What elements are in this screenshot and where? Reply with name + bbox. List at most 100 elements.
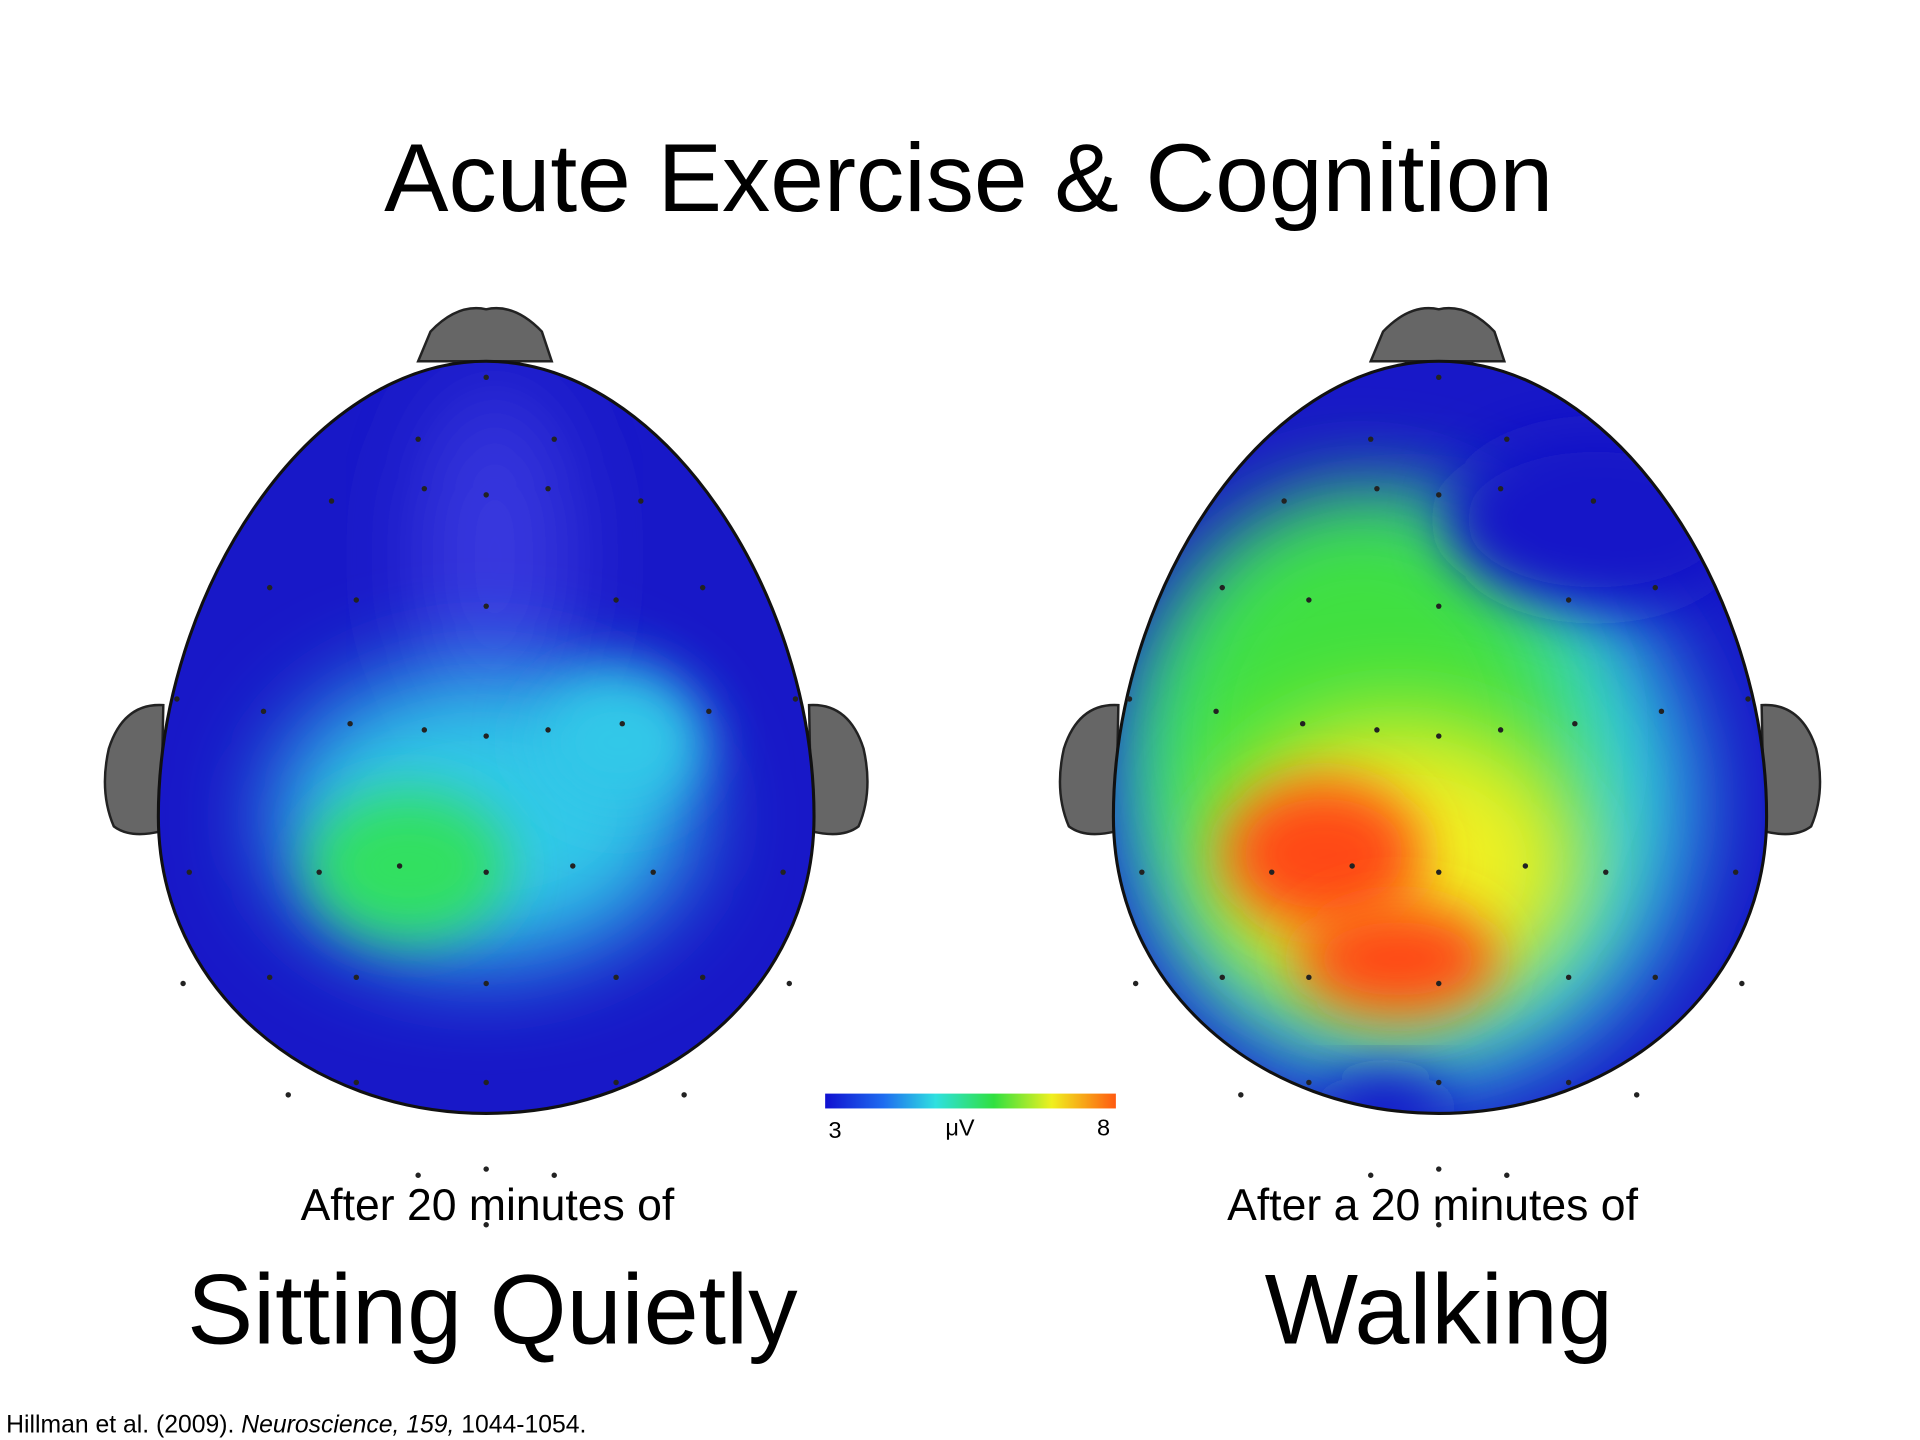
electrode [1306, 597, 1312, 603]
electrode [1497, 727, 1504, 733]
electrode [1306, 974, 1312, 981]
electrode [1436, 869, 1442, 875]
electrode [1436, 374, 1442, 381]
electrode [1349, 863, 1355, 869]
electrode [681, 1092, 687, 1098]
citation-pages: 1044-1054. [461, 1412, 586, 1439]
electrode [266, 974, 273, 981]
electrode [1745, 696, 1751, 702]
electrode [638, 498, 644, 504]
electrode [483, 980, 489, 987]
electrode [174, 696, 180, 702]
electrode [1436, 733, 1442, 739]
electrode [1658, 708, 1665, 715]
electrode [421, 727, 428, 733]
electrode [699, 974, 706, 981]
colorbar-max: 8 [1097, 1115, 1110, 1141]
electrode [1299, 720, 1306, 727]
electrode [1281, 498, 1287, 504]
electrode [1739, 980, 1745, 987]
electrode [421, 485, 428, 492]
electrode [353, 974, 360, 981]
panel-caption: After a 20 minutes of [1227, 1181, 1638, 1230]
electrode [483, 492, 489, 498]
electrode [1436, 1222, 1442, 1228]
electrode [1633, 1092, 1640, 1098]
electrode [570, 863, 576, 869]
electrode [1219, 974, 1225, 981]
electrode [483, 603, 489, 609]
electrode [1522, 863, 1529, 869]
citation-journal: Neuroscience, 159, [241, 1412, 454, 1439]
electrode [650, 869, 656, 875]
electrode [180, 980, 186, 987]
electrode [1436, 603, 1442, 609]
head-map-sitting [103, 307, 869, 1228]
electrode [396, 863, 403, 869]
electrode [316, 869, 322, 875]
electrode [1374, 485, 1380, 492]
electrode [347, 720, 353, 727]
electrode [353, 597, 360, 603]
electrode [1504, 436, 1510, 442]
electrode [551, 436, 557, 442]
electrode [613, 974, 619, 981]
electrode [415, 436, 421, 442]
electrode [1497, 485, 1504, 492]
slide-title: Acute Exercise & Cognition [384, 125, 1553, 232]
electrode [1213, 708, 1219, 715]
electrode [1504, 1172, 1510, 1178]
electrode [415, 1172, 421, 1178]
electrode [483, 869, 489, 875]
electrode [1565, 1079, 1572, 1086]
electrode [1590, 498, 1597, 504]
electrode [1269, 869, 1275, 875]
electrode [1436, 1079, 1442, 1086]
colorbar-unit: μV [945, 1115, 975, 1141]
electrode [619, 720, 625, 727]
electrode [613, 597, 619, 603]
electrode [786, 980, 792, 987]
electrode [699, 584, 706, 591]
electrode [551, 1172, 557, 1178]
electrode [1732, 869, 1739, 875]
electrode [792, 696, 799, 702]
electrode [483, 1166, 489, 1172]
electrode [285, 1092, 291, 1098]
electrode [545, 727, 551, 733]
electrode [780, 869, 786, 875]
electrode [328, 498, 335, 504]
electrode [1436, 980, 1442, 987]
electrode [1126, 696, 1133, 702]
colorbar-min: 3 [829, 1117, 842, 1143]
electrode [1565, 974, 1572, 981]
citation-authors: Hillman et al. (2009). [6, 1412, 234, 1439]
electrode [706, 708, 712, 715]
electrode [1436, 492, 1442, 498]
electrode [483, 1222, 489, 1228]
electrode [266, 584, 273, 591]
electrode [353, 1079, 360, 1086]
electrode [1652, 974, 1658, 981]
electrode [545, 485, 551, 492]
citation: Hillman et al. (2009). Neuroscience, 159… [6, 1412, 586, 1439]
electrode [483, 1079, 489, 1086]
electrode [1139, 869, 1145, 875]
electrode [1368, 436, 1374, 442]
electrode [1132, 980, 1139, 987]
electrode [1368, 1172, 1374, 1178]
electrode [1565, 597, 1572, 603]
electrode [1652, 584, 1658, 591]
electrode [1436, 1166, 1442, 1172]
electrode [1219, 584, 1225, 591]
electrode [1374, 727, 1380, 733]
electrode [483, 733, 489, 739]
electrode [260, 708, 267, 715]
electrode [613, 1079, 619, 1086]
electrode [186, 869, 192, 875]
electrode [483, 374, 489, 381]
panel-condition: Sitting Quietly [187, 1254, 798, 1365]
head-map-walking [1058, 307, 1822, 1228]
